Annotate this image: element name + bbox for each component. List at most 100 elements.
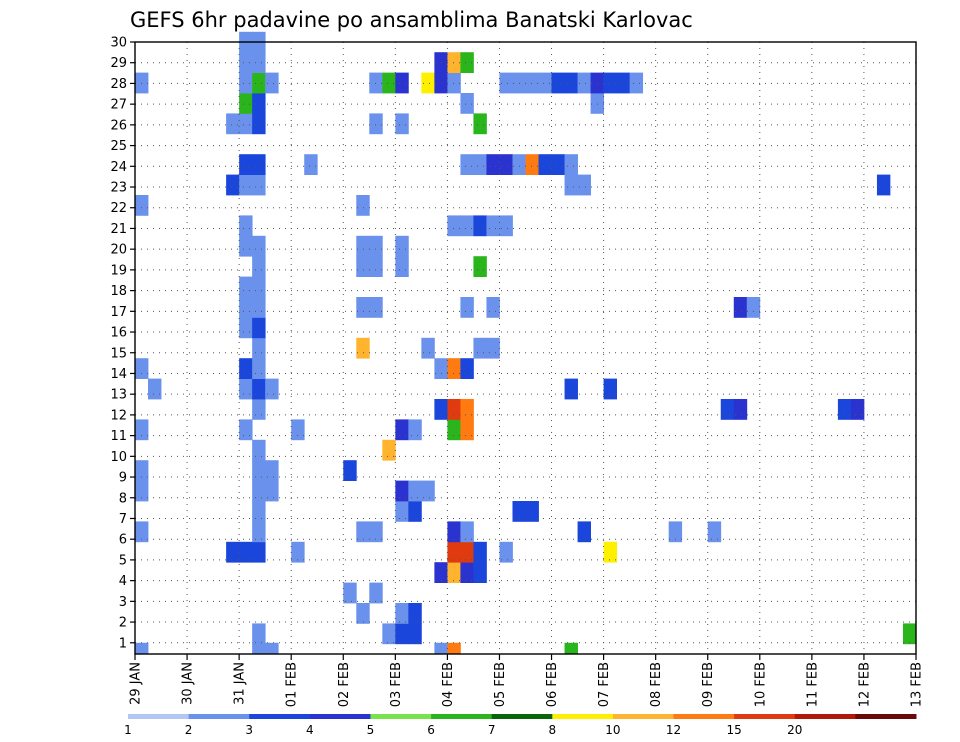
- heat-cell: [239, 52, 253, 73]
- heat-cell: [252, 642, 266, 655]
- heat-cell: [460, 541, 474, 563]
- x-tick-label: 11 FEB: [805, 662, 820, 707]
- y-axis: 1234567891011121314151617181920212223242…: [110, 36, 135, 651]
- heat-cell: [590, 93, 604, 114]
- heat-cell: [239, 297, 253, 318]
- heat-cell: [733, 297, 748, 318]
- colorbar: 1 2 3 4 5 6 7 8 10 12 15 20: [124, 714, 917, 737]
- heat-cell: [226, 174, 240, 196]
- heat-cell: [577, 521, 591, 543]
- heat-cell: [252, 52, 266, 73]
- colorbar-swatch: [491, 714, 553, 719]
- x-tick-label: 02 FEB: [337, 662, 352, 707]
- heat-cell: [356, 195, 370, 216]
- colorbar-swatch: [855, 714, 917, 719]
- heat-cell: [369, 582, 383, 604]
- heat-cell: [460, 297, 474, 318]
- x-tick-label: 13 FEB: [910, 662, 925, 707]
- heat-cell: [265, 460, 279, 481]
- heat-cell: [135, 521, 149, 543]
- colorbar-label: 4: [306, 723, 314, 737]
- heat-cell: [902, 623, 917, 645]
- colorbar-label: 5: [367, 723, 375, 737]
- x-tick-label: 12 FEB: [857, 662, 872, 707]
- heat-cell: [525, 501, 539, 522]
- heat-cell: [252, 337, 266, 359]
- heat-cell: [252, 93, 266, 114]
- y-tick-label: 4: [119, 574, 127, 589]
- heat-cell: [460, 154, 474, 175]
- x-tick-label: 01 FEB: [285, 662, 300, 707]
- heat-cell: [499, 72, 513, 94]
- heat-cell: [499, 541, 513, 563]
- y-tick-label: 21: [110, 222, 127, 237]
- heat-cell: [252, 154, 266, 175]
- heat-cell: [434, 562, 448, 583]
- heat-cell: [460, 562, 474, 583]
- heat-cell: [408, 501, 422, 522]
- heat-cell: [499, 154, 513, 175]
- x-tick-label: 04 FEB: [441, 662, 456, 707]
- heat-cell: [447, 642, 461, 655]
- heat-cell: [486, 337, 500, 359]
- colorbar-swatch: [431, 714, 493, 719]
- y-tick-label: 16: [110, 326, 127, 341]
- y-tick-label: 30: [110, 36, 127, 51]
- heat-cell: [408, 603, 422, 624]
- heat-cell: [252, 358, 266, 379]
- heat-cell: [447, 72, 461, 94]
- colorbar-swatch: [612, 714, 675, 719]
- heat-cell: [382, 623, 396, 645]
- heat-cell: [239, 113, 253, 135]
- heat-cell: [564, 174, 578, 196]
- heat-cell: [239, 419, 253, 441]
- colorbar-label: 7: [488, 723, 496, 737]
- x-tick-label: 09 FEB: [701, 662, 716, 707]
- heat-cell: [135, 358, 149, 379]
- heat-cell: [252, 399, 266, 420]
- heat-cell: [252, 541, 266, 563]
- heat-cell: [239, 317, 253, 339]
- plot-frame: [134, 41, 917, 655]
- y-tick-label: 22: [110, 201, 127, 216]
- y-tick-label: 19: [110, 263, 127, 278]
- y-tick-label: 24: [110, 160, 127, 175]
- heat-cell: [239, 174, 253, 196]
- heat-cell: [291, 541, 305, 563]
- heat-cell: [837, 399, 852, 420]
- heat-cell: [252, 113, 266, 135]
- x-tick-label: 03 FEB: [389, 662, 404, 707]
- x-tick-label: 07 FEB: [597, 662, 612, 707]
- heat-cell: [148, 378, 162, 400]
- heat-cell: [239, 541, 253, 563]
- heat-cell: [369, 72, 383, 94]
- heat-cell: [707, 521, 722, 543]
- heat-cell: [486, 215, 500, 237]
- y-tick-label: 7: [119, 512, 127, 527]
- heat-cell: [135, 460, 149, 481]
- heat-cell: [473, 215, 487, 237]
- x-tick-label: 06 FEB: [545, 662, 560, 707]
- heat-cell: [421, 337, 435, 359]
- heat-cell: [395, 623, 409, 645]
- heat-cell: [265, 378, 279, 400]
- colorbar-label: 1: [124, 723, 132, 737]
- y-tick-label: 14: [110, 367, 127, 382]
- heat-cell: [564, 154, 578, 175]
- heat-cell: [473, 541, 487, 563]
- heat-cell: [538, 72, 552, 94]
- colorbar-swatch: [552, 714, 614, 719]
- heat-cell: [577, 72, 591, 94]
- heat-cell: [720, 399, 735, 420]
- colorbar-swatch: [370, 714, 432, 719]
- heat-cell: [408, 480, 422, 502]
- heat-cell: [239, 154, 253, 175]
- colorbar-swatch: [734, 714, 796, 719]
- heat-cell: [629, 72, 644, 94]
- heat-cell: [395, 72, 409, 94]
- heat-cell: [564, 642, 578, 655]
- heat-cell: [252, 317, 266, 339]
- heat-cell: [135, 642, 149, 655]
- heat-cell: [564, 72, 578, 94]
